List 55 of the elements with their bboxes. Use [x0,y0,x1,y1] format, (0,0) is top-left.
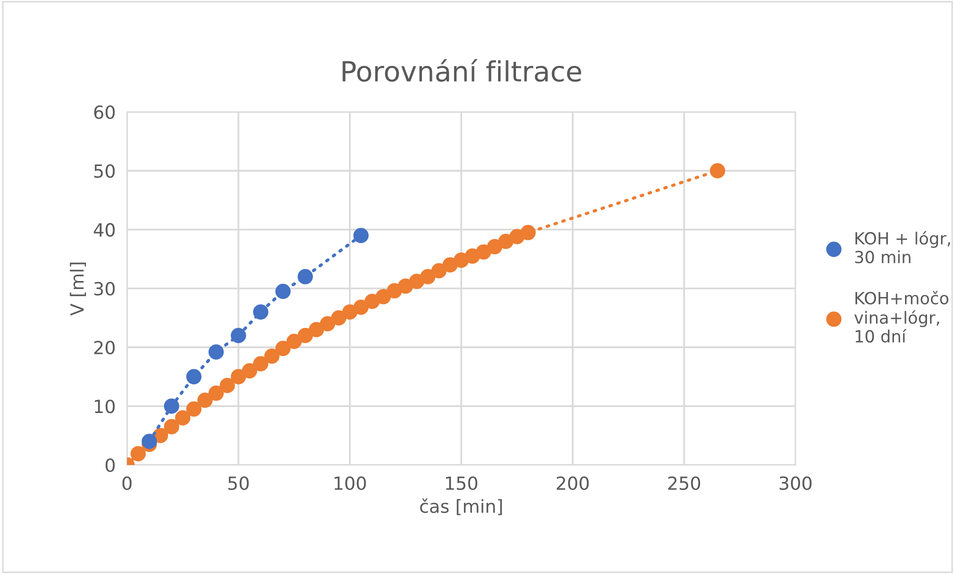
point [264,348,280,364]
point [487,239,502,254]
legend-label: KOH + lógr, 30 min [855,231,950,264]
point [353,300,369,315]
y-tick-label: 40 [94,223,115,237]
point [409,274,424,290]
point [197,392,213,408]
chart-title: Porovnání filtrace [342,59,582,82]
point [420,269,436,284]
point [710,163,726,178]
x-tick-label: 250 [668,476,700,490]
y-tick-label: 10 [94,400,115,414]
point [376,289,391,304]
point [286,334,302,350]
legend-label: KOH+močo vina+lógr, 10 dní [854,290,948,343]
point [186,401,202,417]
point [208,344,224,360]
x-axis-title: čas [min] [420,498,502,516]
x-tick-label: 150 [446,476,478,490]
point [308,322,324,338]
point [186,369,202,384]
point [331,310,346,326]
y-tick-label: 20 [94,340,115,354]
point [175,410,190,426]
point [520,224,536,240]
y-axis-title: V [ml] [70,262,86,316]
x-tick-label: 100 [334,476,366,490]
point [320,316,336,332]
point [275,340,291,356]
point [208,386,224,401]
point [164,398,180,414]
x-tick-label: 300 [780,476,812,490]
x-tick-label: 50 [228,476,249,490]
point [130,446,146,462]
point [242,363,258,378]
point [275,284,291,300]
y-tick-label: 0 [106,458,115,472]
y-tick-label: 60 [94,105,115,120]
point [298,328,313,344]
point [164,419,180,434]
y-tick-label: 30 [94,282,115,296]
x-tick-label: 0 [122,476,132,490]
point [253,304,268,320]
y-tick-label: 50 [94,164,115,178]
point [431,263,447,278]
point [230,328,246,344]
point [353,228,369,244]
point [142,434,157,450]
x-tick-label: 200 [556,476,589,490]
point [364,294,380,310]
point [230,369,246,384]
point [220,378,235,394]
point [476,244,492,260]
point [298,269,313,284]
point [253,356,268,372]
